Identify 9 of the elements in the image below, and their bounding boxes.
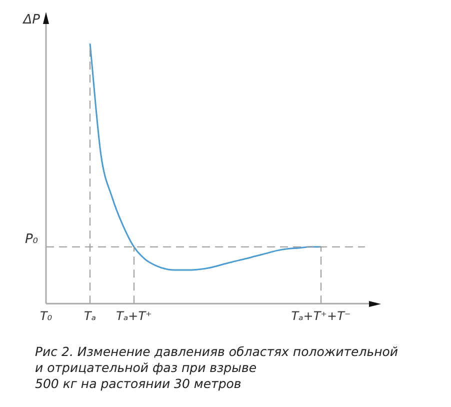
x-tick-label: Tₐ+T⁺+T⁻ bbox=[291, 308, 351, 323]
ref-line-label: P₀ bbox=[24, 232, 39, 247]
text: и отрицательной фаз при взрыве bbox=[35, 360, 258, 376]
x-tick-label: Tₐ bbox=[84, 308, 96, 323]
text: 500 кг на растоянии 30 метров bbox=[35, 376, 242, 392]
x-tick-label: T₀ bbox=[40, 308, 52, 323]
text: Рис 2. Изменение давленияв областях положительной bbox=[35, 344, 400, 360]
y-axis-title: ΔP bbox=[22, 12, 40, 28]
x-tick-label: Tₐ+T⁺ bbox=[116, 308, 152, 323]
